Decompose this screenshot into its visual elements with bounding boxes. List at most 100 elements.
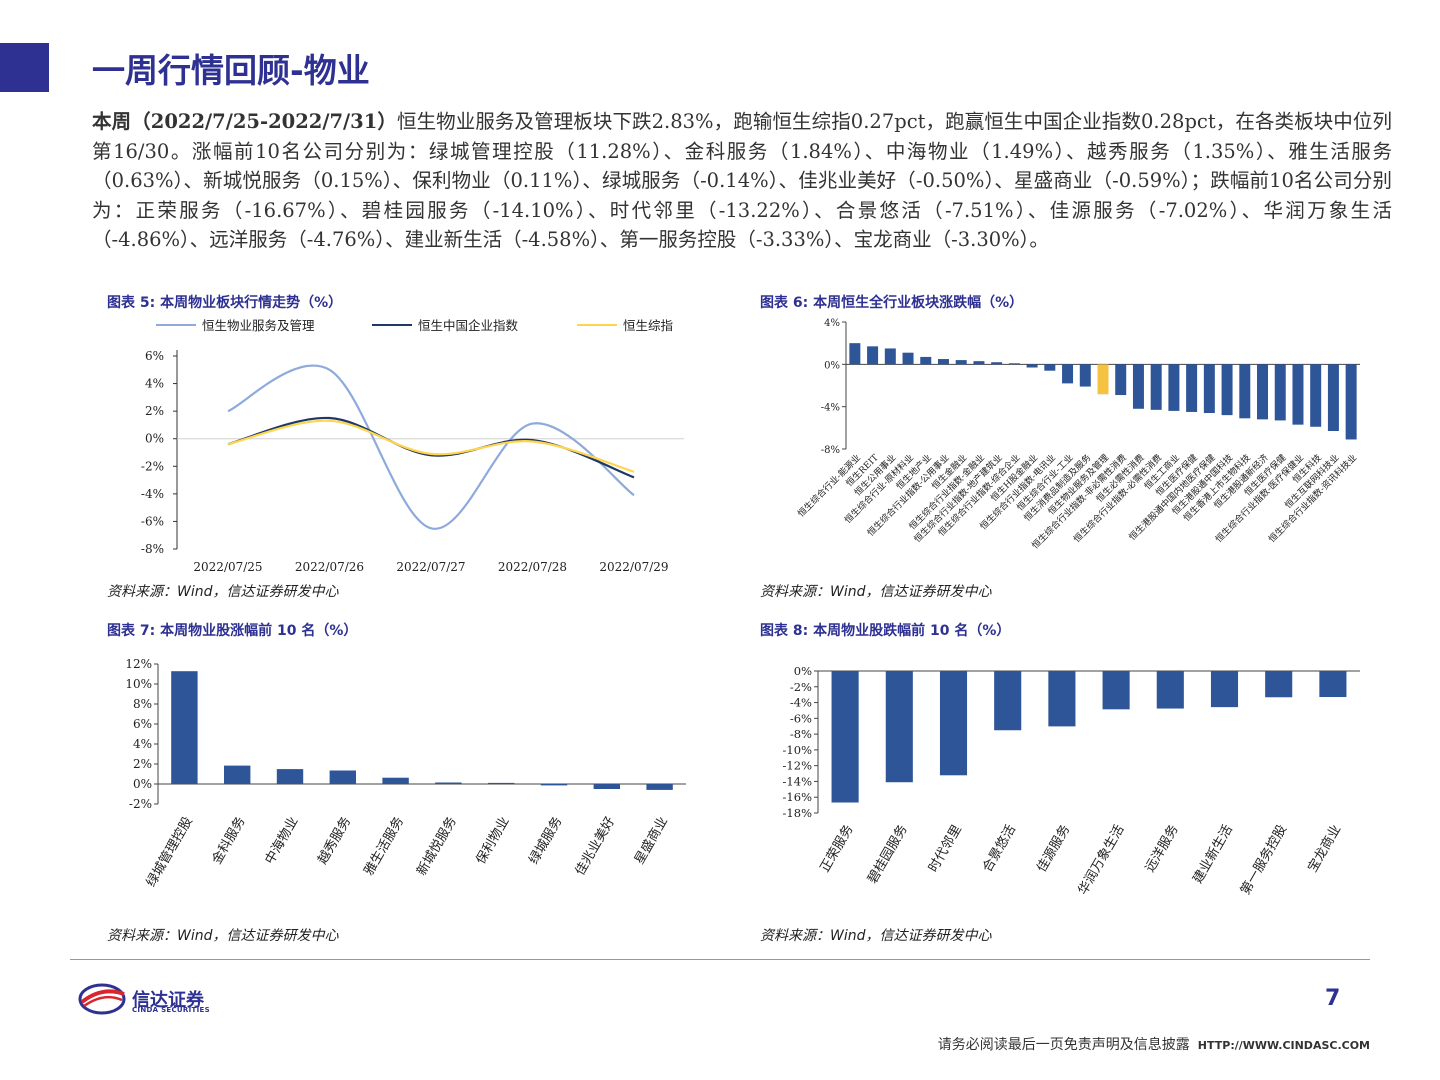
fig8-category-label: 宝龙商业 [1305,823,1344,876]
fig8-bar [1048,671,1076,727]
fig6-bar [1203,364,1215,414]
fig7-y-tick-label: 0% [133,777,152,791]
fig8-y-tick-label: -8% [790,727,812,741]
fig6-bar [1026,364,1038,368]
fig8-bar [939,671,968,776]
fig5-y-tick-label: 0% [145,432,164,446]
fig5-x-tick-label: 2022/07/28 [498,560,567,574]
fig8-bar [885,671,913,783]
fig5-y-tick-label: -2% [141,459,164,473]
fig8-category-label: 远洋服务 [1142,822,1182,875]
fig8-category-label: 碧桂园服务 [864,822,910,886]
page-number: 7 [1325,986,1341,1011]
website-link[interactable]: HTTP://WWW.CINDASC.COM [1197,1039,1370,1052]
fig7-y-tick-label: 12% [125,657,152,671]
fig8-bar [1102,671,1130,710]
fig8-category-label: 合景悠活 [980,822,1019,875]
fig6-y-tick-label: 0% [824,360,840,371]
page-title: 一周行情回顾-物业 [92,51,370,90]
fig8-y-tick-label: -16% [783,790,813,804]
fig6-bar [955,360,967,365]
fig7-y-tick-label: 4% [133,737,152,751]
fig8-category-label: 正荣服务 [817,822,857,875]
fig5-y-tick-label: 4% [145,377,164,391]
fig5-source: 资料来源：Wind，信达证券研发中心 [107,584,339,600]
fig5-x-tick-label: 2022/07/29 [599,560,668,574]
fig5-x-tick-label: 2022/07/27 [396,560,465,574]
fig6-bar [849,343,861,365]
fig8-bar [1265,671,1293,698]
fig8-y-tick-label: 0% [794,664,812,678]
fig5-legend-label: 恒生中国企业指数 [418,318,519,333]
fig6-bar [1186,364,1198,412]
fig8-y-tick-label: -4% [790,696,812,710]
fig6-bar [1274,364,1286,421]
fig7-bar [435,782,462,784]
fig5-y-tick-label: -4% [141,487,164,501]
fig6-bar [1239,364,1251,419]
fig6-bar [1097,364,1109,395]
fig7-y-tick-label: 10% [125,677,152,691]
fig6-bar [1008,363,1020,365]
fig7-title: 图表 7: 本周物业股涨幅前 10 名（%） [107,623,358,639]
fig8-bar [994,671,1022,731]
fig8-category-label: 建业新生活 [1190,822,1236,886]
fig6-source: 资料来源：Wind，信达证券研发中心 [760,584,992,600]
fig6-bar [902,352,914,365]
fig6-bar [1168,364,1180,411]
fig6-bar [1062,364,1074,384]
fig8-y-tick-label: -10% [783,743,813,757]
fig8-bar [1156,671,1184,709]
fig7-bar [329,770,356,784]
fig6-bar [1327,364,1339,432]
fig6-bar [1079,364,1091,387]
fig6-bar [991,362,1003,365]
fig8-bar [831,671,859,803]
fig6-bar [1292,364,1304,425]
fig8-category-label: 佳源服务 [1033,822,1073,875]
fig7-bar [488,782,515,784]
fig6-y-tick-label: -8% [821,445,840,456]
footer-divider [70,959,1370,960]
fig5-y-tick-label: -8% [141,542,164,556]
fig8-bar [1210,671,1239,708]
disclaimer: 请务必阅读最后一页免责声明及信息披露 HTTP://WWW.CINDASC.COM [938,1034,1370,1054]
logo-chinese-name: 信达证券 [132,990,204,1011]
cinda-logo-icon [78,983,126,1015]
fig8-y-tick-label: -18% [783,806,813,820]
fig6-bar [1221,364,1233,416]
fig5-legend-label: 恒生物业服务及管理 [202,318,315,333]
fig8-category-label: 第一服务控股 [1237,822,1290,898]
fig5-x-tick-label: 2022/07/26 [295,560,364,574]
fig5-title: 图表 5: 本周物业板块行情走势（%） [107,295,343,311]
fig5-legend-label: 恒生综指 [623,318,673,333]
logo-english-name: CINDA SECURITIES [132,1006,210,1014]
fig6-bar [1132,364,1144,409]
fig7-y-tick-label: 8% [133,697,152,711]
intro-body: 恒生物业服务及管理板块下跌2.83%，跑输恒生综指0.27pct，跑赢恒生中国企… [92,110,1392,251]
fig7-bar [646,784,673,790]
fig8-y-tick-label: -14% [783,774,813,788]
fig7-bar [540,784,568,786]
fig6-bar [1257,364,1269,420]
fig7-bar [171,671,198,784]
fig7-bar [382,777,409,784]
fig5-y-tick-label: -6% [141,514,164,528]
fig6-bar [1345,364,1357,440]
intro-paragraph: 本周（2022/7/25-2022/7/31）恒生物业服务及管理板块下跌2.83… [92,107,1392,255]
fig7-y-tick-label: 2% [133,757,152,771]
fig8-category-label: 华润万象生活 [1076,823,1128,898]
fig6-bar [884,348,896,365]
fig6-bar [1115,364,1127,396]
fig8-bar [1319,671,1347,698]
fig6-bar [937,359,949,365]
fig8-y-tick-label: -12% [783,759,813,773]
fig6-y-tick-label: -4% [821,403,840,414]
fig5-series-line-3 [227,419,635,473]
disclaimer-text: 请务必阅读最后一页免责声明及信息披露 [937,1037,1190,1053]
fig6-bar [1044,364,1056,371]
